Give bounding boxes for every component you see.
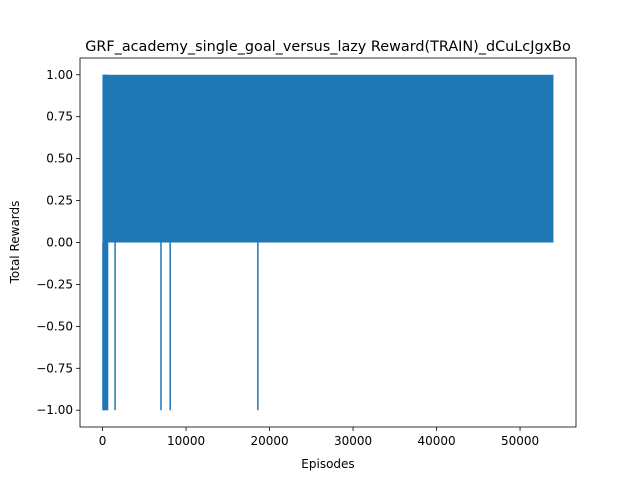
plot-area [102, 74, 554, 411]
axes: 0 10000 20000 30000 40000 50000 −1.00 −0.75 −0.5… [36, 57, 577, 448]
x-tick-label: 50000 [501, 434, 539, 448]
y-tick-label: 0.50 [46, 152, 73, 166]
x-tick-label: 30000 [334, 434, 372, 448]
series-band [104, 74, 554, 243]
y-tick-label: −0.25 [36, 277, 73, 291]
y-tick-label: −1.00 [36, 403, 73, 417]
x-axis-label: Episodes [301, 457, 354, 471]
y-tick-label: −0.50 [36, 319, 73, 333]
y-tick-label: 1.00 [46, 68, 73, 82]
y-tick-label: −0.75 [36, 361, 73, 375]
x-tick-label: 0 [99, 434, 107, 448]
chart-title: GRF_academy_single_goal_versus_lazy Rewa… [85, 39, 571, 55]
x-tick-label: 40000 [417, 434, 455, 448]
y-axis-label: Total Rewards [8, 201, 22, 285]
y-tick-label: 0.00 [46, 236, 73, 250]
y-tick-label: 0.75 [46, 110, 73, 124]
x-tick-label: 10000 [167, 434, 205, 448]
y-tick-label: 0.25 [46, 194, 73, 208]
x-tick-label: 20000 [250, 434, 288, 448]
